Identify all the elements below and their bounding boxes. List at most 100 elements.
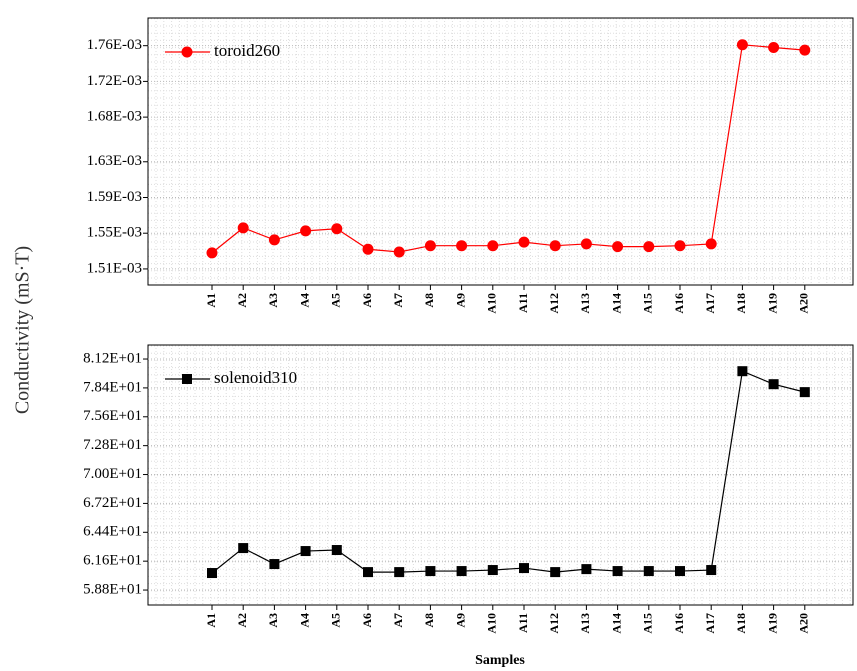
y-tick-label: 6.44E+01 [83, 524, 142, 540]
x-tick-label: A3 [266, 613, 280, 628]
x-tick-label: A17 [703, 613, 717, 634]
x-tick-label: A17 [703, 293, 717, 314]
data-point [206, 247, 218, 259]
data-point [643, 241, 655, 253]
x-tick-label: A9 [453, 293, 467, 308]
x-tick-label: A1 [204, 613, 218, 628]
data-point [238, 543, 249, 554]
x-tick-label: A18 [734, 293, 748, 314]
data-point [363, 567, 373, 578]
data-point [425, 566, 436, 577]
x-tick-label: A2 [235, 293, 249, 308]
data-point [705, 238, 717, 250]
data-point [331, 223, 343, 235]
x-tick-label: A13 [578, 293, 592, 314]
x-tick-label: A11 [516, 613, 530, 633]
x-tick-label: A16 [672, 613, 686, 634]
data-point [300, 225, 312, 237]
x-tick-label: A15 [641, 293, 655, 314]
plot-frame [147, 17, 854, 286]
data-point [519, 563, 529, 574]
x-tick-label: A7 [391, 613, 405, 628]
series-line [211, 370, 805, 574]
data-point [799, 44, 811, 56]
x-tick-label: A18 [734, 613, 748, 634]
data-point [768, 379, 779, 390]
x-tick-label: A12 [547, 293, 561, 314]
x-tick-label: A14 [609, 613, 623, 634]
x-tick-label: A10 [485, 613, 499, 634]
legend-marker [182, 374, 192, 384]
x-tick-label: A20 [797, 293, 811, 314]
y-tick-label: 7.00E+01 [83, 466, 142, 482]
data-point [269, 559, 280, 570]
x-tick-label: A2 [235, 613, 249, 628]
data-point [550, 567, 561, 578]
data-point [549, 240, 561, 252]
data-point [207, 568, 217, 579]
x-tick-label: A5 [329, 613, 343, 628]
x-tick-label: A13 [578, 613, 592, 634]
y-tick-label: 1.59E-03 [87, 189, 142, 205]
x-tick-label: A9 [453, 613, 467, 628]
data-point [237, 222, 249, 234]
data-point [456, 566, 467, 577]
data-point [799, 387, 810, 398]
y-tick-label: 7.28E+01 [83, 437, 142, 453]
y-tick-label: 8.12E+01 [83, 350, 142, 366]
data-point [393, 246, 405, 258]
x-tick-label: A4 [297, 613, 311, 628]
data-point [487, 565, 498, 576]
y-tick-label: 7.56E+01 [83, 408, 142, 424]
x-tick-label: A20 [797, 613, 811, 634]
x-tick-label: A11 [516, 293, 530, 313]
data-point [362, 243, 374, 255]
data-point [643, 566, 654, 577]
x-tick-label: A16 [672, 293, 686, 314]
data-point [737, 366, 748, 377]
data-point [768, 41, 780, 53]
x-tick-label: A7 [391, 293, 405, 308]
data-point [580, 238, 592, 250]
x-axis-label: Samples [475, 653, 525, 668]
y-tick-label: 6.72E+01 [83, 495, 142, 511]
data-point [612, 241, 624, 253]
x-tick-label: A4 [297, 293, 311, 308]
x-tick-label: A15 [641, 613, 655, 634]
legend-label: toroid260 [214, 41, 280, 60]
x-tick-label: A10 [485, 293, 499, 314]
y-tick-label: 5.88E+01 [83, 581, 142, 597]
data-point [487, 240, 499, 252]
data-point [394, 567, 405, 578]
data-point [300, 546, 311, 557]
x-tick-label: A12 [547, 613, 561, 634]
x-tick-label: A5 [329, 293, 343, 308]
x-tick-label: A8 [422, 293, 436, 308]
y-tick-label: 6.16E+01 [83, 553, 142, 569]
x-tick-label: A19 [765, 613, 779, 634]
x-tick-label: A6 [360, 293, 374, 308]
legend-marker [181, 46, 193, 58]
data-point [581, 564, 592, 575]
data-point [518, 236, 530, 248]
x-tick-label: A1 [204, 293, 218, 308]
data-point [612, 566, 623, 577]
y-tick-label: 1.51E-03 [87, 260, 142, 276]
data-point [424, 240, 436, 252]
y-tick-label: 7.84E+01 [83, 379, 142, 395]
data-point [268, 234, 280, 246]
y-axis-label: Conductivity (mS·T) [12, 246, 34, 414]
data-point [706, 565, 717, 576]
x-tick-label: A14 [609, 293, 623, 314]
y-tick-label: 1.76E-03 [87, 37, 142, 53]
legend-label: solenoid310 [214, 368, 297, 387]
x-tick-label: A3 [266, 293, 280, 308]
x-tick-label: A19 [765, 293, 779, 314]
data-point [675, 566, 685, 577]
data-point [456, 240, 468, 252]
y-tick-label: 1.55E-03 [87, 225, 142, 241]
y-tick-label: 1.72E-03 [87, 73, 142, 89]
data-point [331, 545, 342, 556]
y-tick-label: 1.63E-03 [87, 153, 142, 169]
